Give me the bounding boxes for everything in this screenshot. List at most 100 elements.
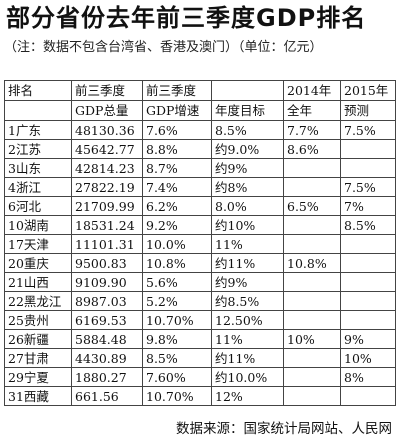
table-cell: 48130.36 bbox=[71, 120, 143, 140]
table-cell: 8.0% bbox=[211, 196, 284, 216]
table-cell: 10.70% bbox=[142, 386, 212, 406]
table-cell bbox=[340, 386, 396, 406]
table-cell: 8.6% bbox=[283, 139, 341, 159]
page-title: 部分省份去年前三季度GDP排名 bbox=[6, 4, 367, 32]
header-cell: 全年 bbox=[283, 100, 341, 121]
header-cell: 年度目标 bbox=[211, 100, 284, 121]
table-cell: 8.8% bbox=[142, 139, 212, 159]
table-row: 2江苏 45642.77 8.8% 约9.0% 8.6% bbox=[4, 139, 396, 159]
table-cell: 661.56 bbox=[71, 386, 143, 406]
table-cell: 10.8% bbox=[142, 253, 212, 273]
table-cell: 4430.89 bbox=[71, 348, 143, 368]
table-cell bbox=[340, 291, 396, 311]
table-cell: 8.5% bbox=[211, 120, 284, 140]
table-cell: 12% bbox=[211, 386, 284, 406]
table-cell: 10湖南 bbox=[4, 215, 72, 235]
table-cell: 45642.77 bbox=[71, 139, 143, 159]
table-cell bbox=[283, 158, 341, 178]
table-cell: 6.5% bbox=[283, 196, 341, 216]
table-cell bbox=[283, 291, 341, 311]
table-cell: 10% bbox=[340, 348, 396, 368]
table-cell bbox=[340, 253, 396, 273]
table-cell bbox=[283, 234, 341, 254]
header-cell: 前三季度 bbox=[71, 80, 143, 101]
header-cell: GDP总量 bbox=[71, 100, 143, 121]
table-row: 10湖南 18531.24 9.2% 约10% 8.5% bbox=[4, 215, 396, 235]
table-cell: 1880.27 bbox=[71, 367, 143, 387]
table-cell: 约10.0% bbox=[211, 367, 284, 387]
table-cell: 约11% bbox=[211, 348, 284, 368]
table-cell: 27甘肃 bbox=[4, 348, 72, 368]
table-cell bbox=[283, 272, 341, 292]
header-cell bbox=[4, 100, 72, 121]
table-cell bbox=[283, 386, 341, 406]
header-cell: 2015年 bbox=[340, 80, 396, 101]
header-cell: GDP增速 bbox=[142, 100, 212, 121]
table-cell: 约9% bbox=[211, 158, 284, 178]
header-row-2: GDP总量 GDP增速 年度目标 全年 预测 bbox=[4, 100, 396, 121]
table-cell: 17天津 bbox=[4, 234, 72, 254]
table-cell bbox=[340, 139, 396, 159]
table-cell: 5884.48 bbox=[71, 329, 143, 349]
table-row: 3山东 42814.23 8.7% 约9% bbox=[4, 158, 396, 178]
table-cell: 3山东 bbox=[4, 158, 72, 178]
table-body: 1广东 48130.36 7.6% 8.5% 7.7% 7.5% 2江苏 45642.77 8.… bbox=[4, 120, 396, 406]
table-cell bbox=[340, 158, 396, 178]
table-cell: 8.5% bbox=[340, 215, 396, 235]
table-cell: 8.5% bbox=[142, 348, 212, 368]
table-row: 27甘肃 4430.89 8.5% 约11% 10% bbox=[4, 348, 396, 368]
table-cell: 4浙江 bbox=[4, 177, 72, 197]
table-cell: 9% bbox=[340, 329, 396, 349]
table-cell: 约9% bbox=[211, 272, 284, 292]
table-cell: 约9.0% bbox=[211, 139, 284, 159]
table-cell bbox=[283, 367, 341, 387]
table-row: 1广东 48130.36 7.6% 8.5% 7.7% 7.5% bbox=[4, 120, 396, 140]
table-cell: 11% bbox=[211, 234, 284, 254]
table-cell: 10.0% bbox=[142, 234, 212, 254]
table-row: 6河北 21709.99 6.2% 8.0% 6.5% 7% bbox=[4, 196, 396, 216]
data-source: 数据来源：国家统计局网站、人民网 bbox=[176, 421, 392, 437]
table-cell: 7.5% bbox=[340, 120, 396, 140]
table-row: 22黑龙江 8987.03 5.2% 约8.5% bbox=[4, 291, 396, 311]
unit-note: （注：数据不包含台湾省、香港及澳门）（单位：亿元） bbox=[4, 40, 323, 55]
table-cell: 8% bbox=[340, 367, 396, 387]
table-cell: 29宁夏 bbox=[4, 367, 72, 387]
table-cell: 25贵州 bbox=[4, 310, 72, 330]
table-cell: 7% bbox=[340, 196, 396, 216]
table-header: 排名 前三季度 前三季度 2014年 2015年 GDP总量 GDP增速 年度目… bbox=[4, 80, 396, 121]
table-cell: 26新疆 bbox=[4, 329, 72, 349]
header-cell: 排名 bbox=[4, 80, 72, 101]
table-cell bbox=[340, 310, 396, 330]
table-cell bbox=[340, 272, 396, 292]
table-cell: 约10% bbox=[211, 215, 284, 235]
table-row: 26新疆 5884.48 9.8% 11% 10% 9% bbox=[4, 329, 396, 349]
table-cell: 22黑龙江 bbox=[4, 291, 72, 311]
table-cell: 约8% bbox=[211, 177, 284, 197]
table-cell: 10% bbox=[283, 329, 341, 349]
table-cell: 10.8% bbox=[283, 253, 341, 273]
table-cell: 42814.23 bbox=[71, 158, 143, 178]
table-cell: 21709.99 bbox=[71, 196, 143, 216]
table-row: 20重庆 9500.83 10.8% 约11% 10.8% bbox=[4, 253, 396, 273]
table-cell: 7.60% bbox=[142, 367, 212, 387]
table-cell: 9109.90 bbox=[71, 272, 143, 292]
table-cell: 7.4% bbox=[142, 177, 212, 197]
header-cell bbox=[211, 80, 284, 101]
table-cell: 7.7% bbox=[283, 120, 341, 140]
table-cell: 2江苏 bbox=[4, 139, 72, 159]
table-cell: 31西藏 bbox=[4, 386, 72, 406]
table-cell: 10.70% bbox=[142, 310, 212, 330]
table-cell: 约11% bbox=[211, 253, 284, 273]
table-cell: 5.2% bbox=[142, 291, 212, 311]
table-cell: 20重庆 bbox=[4, 253, 72, 273]
table-cell: 1广东 bbox=[4, 120, 72, 140]
header-row-1: 排名 前三季度 前三季度 2014年 2015年 bbox=[4, 80, 396, 101]
table-cell: 8.7% bbox=[142, 158, 212, 178]
table-cell bbox=[283, 310, 341, 330]
table-cell: 11% bbox=[211, 329, 284, 349]
table-row: 4浙江 27822.19 7.4% 约8% 7.5% bbox=[4, 177, 396, 197]
table-cell: 5.6% bbox=[142, 272, 212, 292]
table-cell: 6.2% bbox=[142, 196, 212, 216]
table-cell: 8987.03 bbox=[71, 291, 143, 311]
